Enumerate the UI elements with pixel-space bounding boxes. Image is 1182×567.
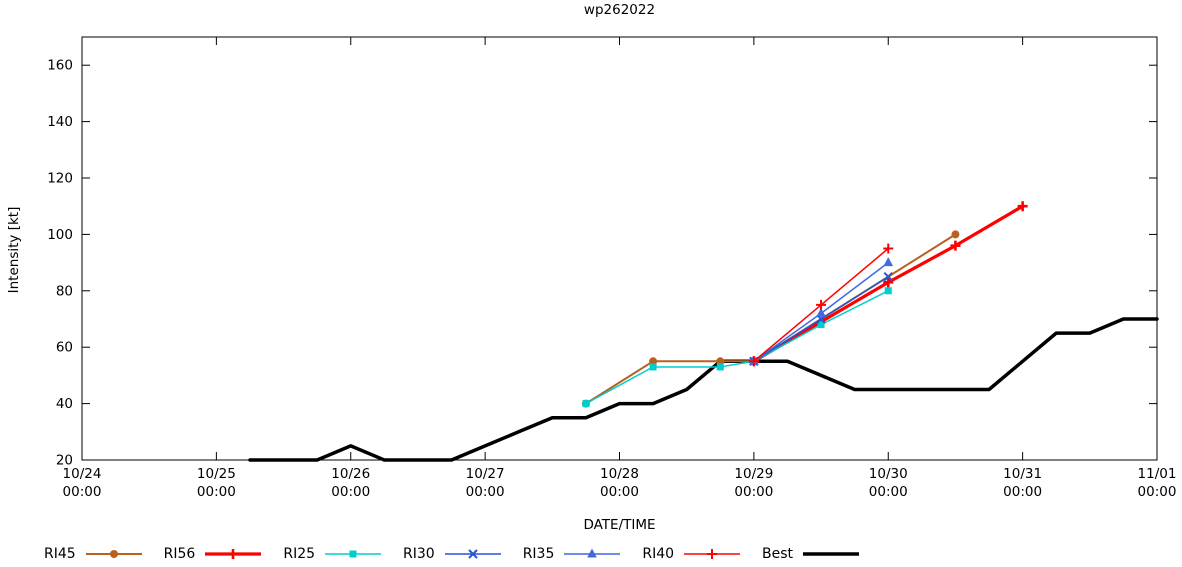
x-tick-date: 10/26	[331, 466, 370, 482]
x-tick-time: 00:00	[197, 484, 236, 500]
legend-label-ri25: RI25	[283, 546, 316, 562]
y-tick-label: 100	[47, 227, 73, 243]
x-axis-label: DATE/TIME	[583, 517, 656, 533]
legend-label-ri56: RI56	[163, 546, 196, 562]
legend-label-ri35: RI35	[522, 546, 555, 562]
legend-item-ri56: RI56	[164, 546, 263, 562]
x-tick-date: 10/30	[869, 466, 908, 482]
x-tick-date: 10/25	[197, 466, 236, 482]
legend-label-ri40: RI40	[642, 546, 675, 562]
series-ri45	[581, 230, 960, 408]
y-tick-label: 80	[56, 283, 73, 299]
legend-sample-ri45	[85, 550, 142, 558]
legend-sample-ri30	[444, 549, 501, 559]
x-tick-time: 00:00	[1138, 484, 1177, 500]
series-ri35	[749, 257, 894, 365]
series-ri25	[582, 287, 892, 408]
legend-sample-ri25	[325, 550, 382, 558]
x-tick-time: 00:00	[331, 484, 370, 500]
legend-label-ri45: RI45	[44, 546, 76, 562]
chart-title: wp262022	[583, 2, 656, 18]
x-tick-time: 00:00	[734, 484, 773, 500]
legend-item-ri25: RI25	[283, 546, 382, 562]
y-tick-label: 60	[56, 340, 73, 356]
legend: RI45 RI56 RI25 RI30 RI35 RI40 Best	[44, 546, 860, 562]
legend-sample-best	[803, 552, 860, 556]
y-tick-label: 20	[56, 453, 73, 469]
y-tick-label: 40	[56, 396, 73, 412]
legend-item-ri30: RI30	[403, 546, 502, 562]
series-ri40	[748, 243, 894, 367]
x-tick-time: 00:00	[63, 484, 102, 500]
y-axis-ticks: 20 40 60 80 100 120 140 160	[47, 58, 1157, 469]
y-tick-label: 120	[47, 171, 73, 187]
axes-frame	[81, 36, 1158, 461]
legend-label-best: Best	[762, 546, 794, 562]
x-tick-date: 10/29	[734, 466, 773, 482]
x-tick-date: 10/31	[1003, 466, 1042, 482]
x-tick-time: 00:00	[1003, 484, 1042, 500]
legend-sample-ri40	[684, 549, 741, 559]
legend-item-best: Best	[762, 546, 860, 562]
x-tick-date: 10/27	[466, 466, 505, 482]
x-tick-time: 00:00	[869, 484, 908, 500]
x-axis-ticks: 10/24 00:00 10/25 00:00 10/26 00:00 10/27 00:00…	[63, 37, 1177, 500]
x-tick-date: 11/01	[1138, 466, 1177, 482]
legend-sample-ri56	[205, 549, 262, 559]
legend-item-ri40: RI40	[642, 546, 741, 562]
legend-item-ri35: RI35	[523, 546, 622, 562]
legend-item-ri45: RI45	[44, 546, 143, 562]
y-tick-label: 160	[47, 58, 73, 74]
x-tick-date: 10/28	[600, 466, 639, 482]
x-tick-date: 10/24	[63, 466, 102, 482]
series-best	[248, 317, 1159, 462]
legend-label-ri30: RI30	[403, 546, 435, 562]
x-tick-time: 00:00	[466, 484, 505, 500]
x-tick-time: 00:00	[600, 484, 639, 500]
legend-sample-ri35	[564, 548, 621, 558]
y-tick-label: 140	[47, 114, 73, 130]
